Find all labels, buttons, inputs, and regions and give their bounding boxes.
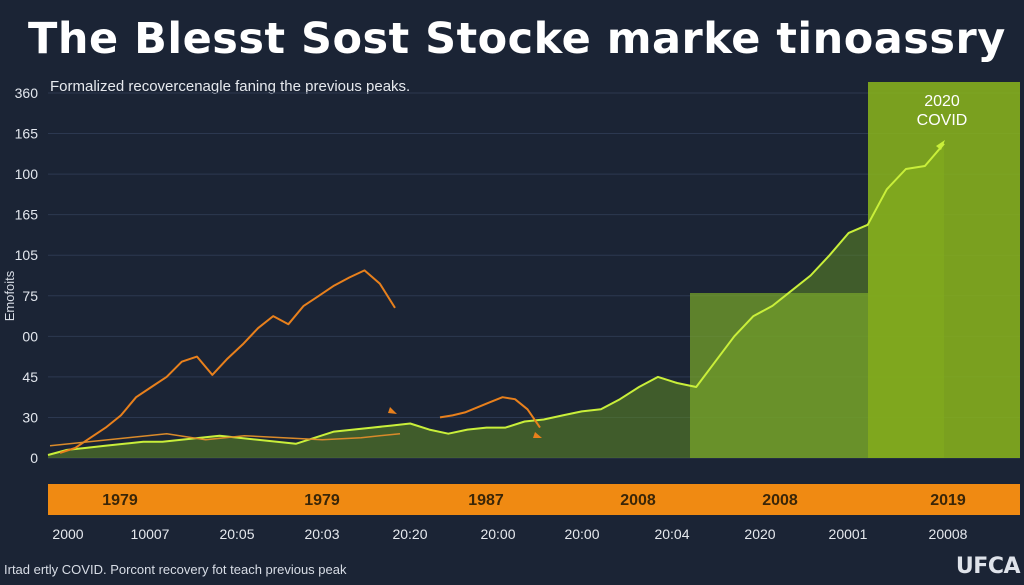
highlight-2008 bbox=[690, 293, 868, 458]
series-lines bbox=[47, 140, 945, 456]
x-axis-ticks: 2000 10007 20:05 20:03 20:20 20:00 20:00 20:04 2… bbox=[52, 526, 967, 542]
covid-annotation-year: 2020 bbox=[924, 93, 960, 110]
y-axis-label: Emofoits bbox=[2, 270, 17, 321]
x-tick-label: 20001 bbox=[829, 526, 868, 542]
orange-arrowhead-1 bbox=[388, 407, 397, 414]
period-label: 2008 bbox=[762, 492, 798, 509]
chart-subtitle: Formalized recovercenagle faning the pre… bbox=[50, 78, 411, 95]
highlight-boxes bbox=[690, 82, 1020, 458]
x-tick-label: 20:04 bbox=[654, 526, 689, 542]
green-arrowhead bbox=[936, 140, 945, 150]
x-tick-label: 20:20 bbox=[392, 526, 427, 542]
period-label: 1979 bbox=[304, 492, 340, 509]
x-tick-label: 2020 bbox=[744, 526, 775, 542]
x-tick-label: 10007 bbox=[131, 526, 170, 542]
chart-title: The Blesst Sost Stocke marke tinoassry bbox=[28, 14, 1006, 64]
x-tick-label: 20008 bbox=[929, 526, 968, 542]
period-label: 1987 bbox=[468, 492, 504, 509]
period-label: 1979 bbox=[102, 492, 138, 509]
period-label: 2019 bbox=[930, 492, 966, 509]
orange-series-line-1 bbox=[59, 269, 396, 454]
x-tick-label: 2000 bbox=[52, 526, 83, 542]
y-axis-ticks: 0 30 45 00 75 105 165 100 165 360 bbox=[15, 85, 39, 466]
period-label: 2008 bbox=[620, 492, 656, 509]
y-tick-label: 360 bbox=[15, 85, 39, 101]
highlight-2020 bbox=[868, 82, 1020, 458]
brand-logo: UFCA bbox=[955, 554, 1021, 579]
x-tick-label: 20:00 bbox=[564, 526, 599, 542]
period-band-bar bbox=[48, 484, 1020, 515]
x-tick-label: 20:00 bbox=[480, 526, 515, 542]
y-tick-label: 75 bbox=[22, 288, 38, 304]
period-band: 1979 1979 1987 2008 2008 2019 bbox=[48, 484, 1020, 515]
orange-arrowhead-2 bbox=[533, 432, 542, 438]
x-tick-label: 20:05 bbox=[219, 526, 254, 542]
x-tick-label: 20:03 bbox=[304, 526, 339, 542]
y-tick-label: 100 bbox=[15, 166, 39, 182]
y-tick-label: 30 bbox=[22, 409, 38, 425]
covid-annotation-label: COVID bbox=[917, 112, 968, 129]
y-tick-label: 165 bbox=[15, 126, 39, 142]
orange-series-line-3 bbox=[49, 432, 401, 447]
y-tick-label: 105 bbox=[15, 247, 39, 263]
y-tick-label: 165 bbox=[15, 207, 39, 223]
orange-series-line-2 bbox=[439, 396, 541, 429]
y-tick-label: 45 bbox=[22, 369, 38, 385]
footer-note: Irtad ertly COVID. Porcont recovery fot … bbox=[4, 562, 347, 577]
y-tick-label: 0 bbox=[30, 450, 38, 466]
y-tick-label: 00 bbox=[22, 328, 38, 344]
